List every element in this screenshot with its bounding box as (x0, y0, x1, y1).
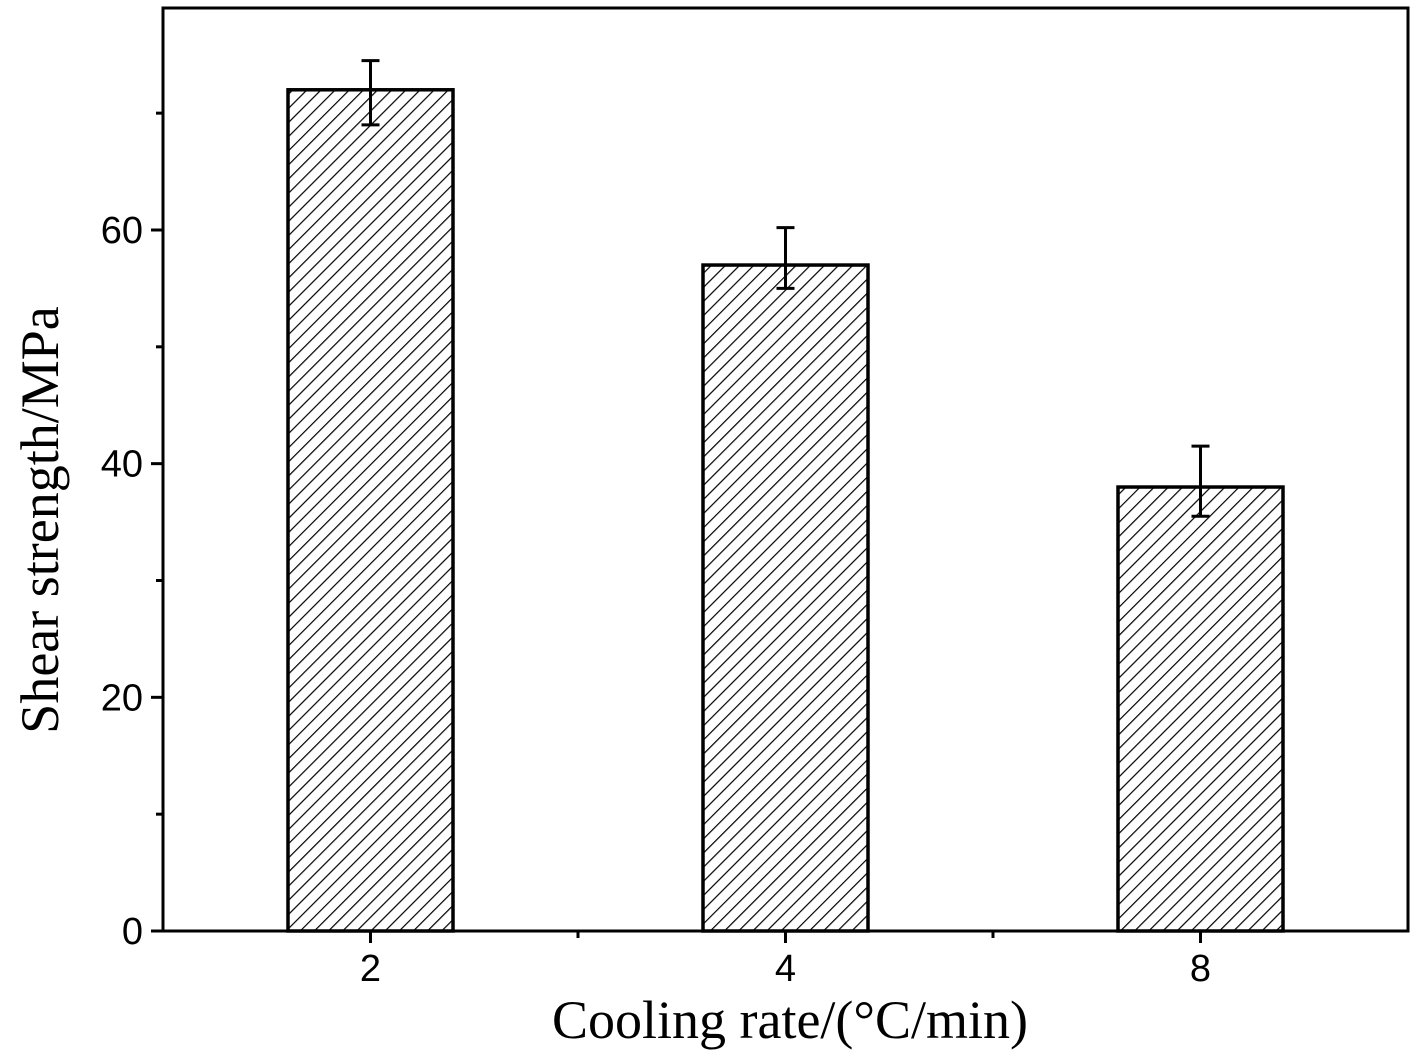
bar-8 (1116, 485, 1285, 933)
y-axis-title: Shear strength/MPa (10, 306, 70, 733)
y-tick-label: 20 (101, 677, 143, 719)
y-tick-label: 40 (101, 444, 143, 486)
bar-4 (701, 263, 870, 933)
y-tick-label: 60 (101, 210, 143, 252)
x-tick-label: 4 (775, 948, 796, 990)
bar-2 (286, 88, 455, 933)
y-tick-label: 0 (122, 911, 143, 953)
x-tick-label: 2 (360, 948, 381, 990)
x-tick-label: 8 (1190, 948, 1211, 990)
x-axis-title: Cooling rate/(°C/min) (552, 990, 1028, 1050)
